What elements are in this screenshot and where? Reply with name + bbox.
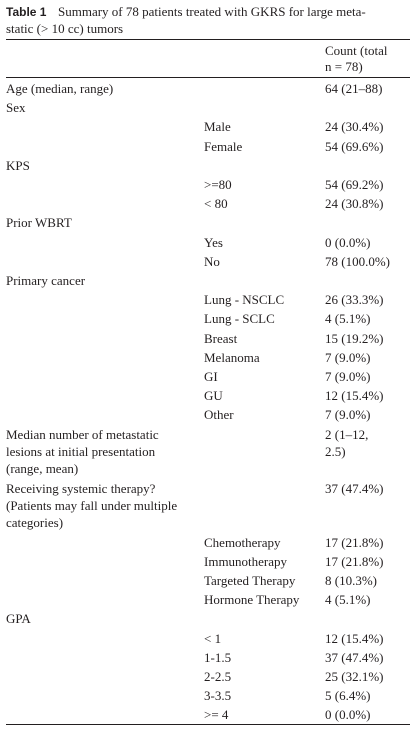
row-count: 37 (47.4%) xyxy=(325,480,384,496)
caption-text: static (> 10 cc) tumors xyxy=(6,21,124,36)
row-count: 7 (9.0%) xyxy=(325,349,371,365)
row-sublabel: Targeted Therapy xyxy=(204,573,296,588)
row-sublabel: Yes xyxy=(204,234,223,250)
row-sublabel: No xyxy=(204,253,220,269)
row-label: KPS xyxy=(6,157,30,173)
row-sublabel: < 80 xyxy=(204,196,228,212)
row-label: (Patients may fall under multiple xyxy=(6,497,178,513)
row-sublabel: Female xyxy=(204,138,243,154)
row-label: Sex xyxy=(6,100,26,116)
row-label: Primary cancer xyxy=(6,273,86,288)
row-count: 24 (30.8%) xyxy=(325,196,384,212)
row-count: 15 (19.2%) xyxy=(325,330,384,346)
row-count: 5 (6.4%) xyxy=(325,688,371,704)
bottom-rule xyxy=(6,724,410,725)
column-header: Count (total xyxy=(325,43,388,58)
row-sublabel: Chemotherapy xyxy=(204,534,281,550)
row-count: 8 (10.3%) xyxy=(325,573,377,588)
row-count: 78 (100.0%) xyxy=(325,253,390,269)
row-sublabel: Immunotherapy xyxy=(204,553,288,569)
row-sublabel: 1-1.5 xyxy=(204,649,232,665)
row-count: 2 (1–12, xyxy=(325,426,369,442)
row-count: 12 (15.4%) xyxy=(325,388,384,404)
row-sublabel: Male xyxy=(204,119,231,135)
header-rule xyxy=(6,77,410,78)
row-label: Median number of metastatic xyxy=(6,426,159,442)
row-count: 25 (32.1%) xyxy=(325,669,384,684)
row-label: Age (median, range) xyxy=(6,81,114,96)
top-rule xyxy=(6,39,410,40)
row-count: 4 (5.1%) xyxy=(325,311,371,327)
row-sublabel: 3-3.5 xyxy=(204,688,232,704)
caption-text: Summary of 78 patients treated with GKRS… xyxy=(58,4,366,19)
row-label: GPA xyxy=(6,611,31,627)
caption-title: Table 1 xyxy=(6,5,47,19)
row-count: 2.5) xyxy=(325,443,346,459)
row-label: categories) xyxy=(6,514,64,530)
row-sublabel: >=80 xyxy=(204,177,232,192)
row-count: 7 (9.0%) xyxy=(325,407,371,423)
row-sublabel: < 1 xyxy=(204,630,222,646)
row-count: 24 (30.4%) xyxy=(325,119,384,135)
row-count: 64 (21–88) xyxy=(325,81,383,96)
row-sublabel: Lung - SCLC xyxy=(204,311,275,327)
row-sublabel: 2-2.5 xyxy=(204,669,232,684)
row-sublabel: >= 4 xyxy=(204,707,229,723)
row-label: lesions at initial presentation xyxy=(6,443,156,459)
row-sublabel: Other xyxy=(204,407,234,423)
row-label: Receiving systemic therapy? xyxy=(6,480,156,496)
row-count: 4 (5.1%) xyxy=(325,592,371,608)
row-count: 26 (33.3%) xyxy=(325,292,384,308)
row-sublabel: Breast xyxy=(204,330,238,346)
row-count: 54 (69.2%) xyxy=(325,177,384,192)
row-count: 7 (9.0%) xyxy=(325,369,371,384)
row-sublabel: Melanoma xyxy=(204,349,260,365)
row-count: 37 (47.4%) xyxy=(325,649,384,665)
row-count: 17 (21.8%) xyxy=(325,553,384,569)
row-label: Prior WBRT xyxy=(6,215,72,231)
row-count: 12 (15.4%) xyxy=(325,630,384,646)
row-sublabel: Lung - NSCLC xyxy=(204,292,285,308)
row-count: 0 (0.0%) xyxy=(325,707,371,723)
column-header: n = 78) xyxy=(325,59,363,74)
row-count: 0 (0.0%) xyxy=(325,234,371,250)
row-sublabel: Hormone Therapy xyxy=(204,592,300,608)
row-count: 54 (69.6%) xyxy=(325,138,384,154)
row-sublabel: GI xyxy=(204,369,218,384)
row-sublabel: GU xyxy=(204,388,223,404)
row-label: (range, mean) xyxy=(6,460,79,476)
row-count: 17 (21.8%) xyxy=(325,534,384,550)
